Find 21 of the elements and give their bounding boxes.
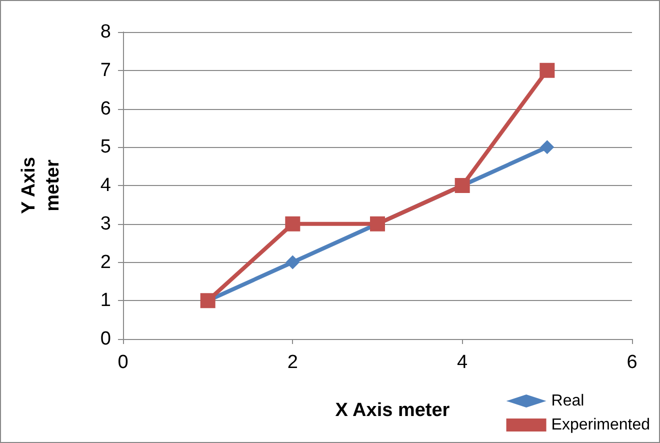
y-tick-label: 0 [100,328,111,350]
y-tick-label: 1 [100,290,111,312]
legend-label: Experimented [551,416,650,434]
point [540,140,554,154]
legend-label: Real [551,392,584,410]
y-axis-title: Y Axis meter [18,156,64,214]
y-tick-label: 3 [100,213,111,234]
x-axis-title: X Axis meter [335,400,450,421]
point [286,255,300,270]
y-tick-label: 5 [100,136,111,158]
x-tick-label: 0 [118,352,128,373]
y-tick-label: 2 [100,252,111,273]
point [540,62,555,78]
y-tick-label: 6 [100,98,111,120]
point [285,216,300,232]
x-tick-label: 4 [457,352,468,373]
x-tick-label: 6 [626,352,638,373]
y-tick-label: 8 [100,22,111,42]
y-tick-label: 7 [100,60,111,81]
y-tick-label: 4 [100,175,112,196]
x-tick-label: 2 [287,352,298,373]
